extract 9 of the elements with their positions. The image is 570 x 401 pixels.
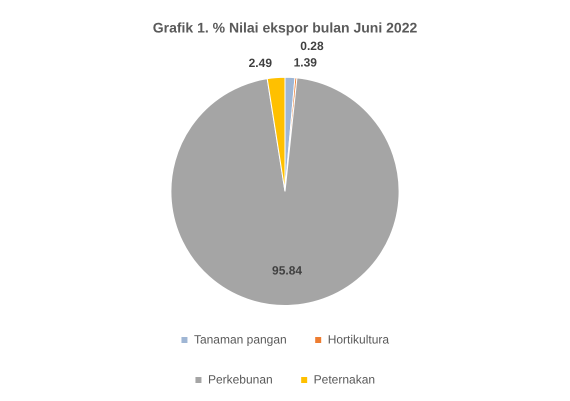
data-label: 1.39: [294, 56, 318, 70]
legend-label: Peternakan: [314, 372, 376, 386]
chart-title: Grafik 1. % Nilai ekspor bulan Juni 2022: [152, 19, 418, 36]
legend-label: Perkebunan: [208, 372, 273, 386]
legend-label: Tanaman pangan: [194, 332, 287, 346]
data-label: 0.28: [300, 39, 324, 54]
data-label: 95.84: [272, 264, 302, 278]
legend-label: Hortikultura: [328, 332, 390, 346]
data-label: 2.49: [248, 56, 272, 70]
